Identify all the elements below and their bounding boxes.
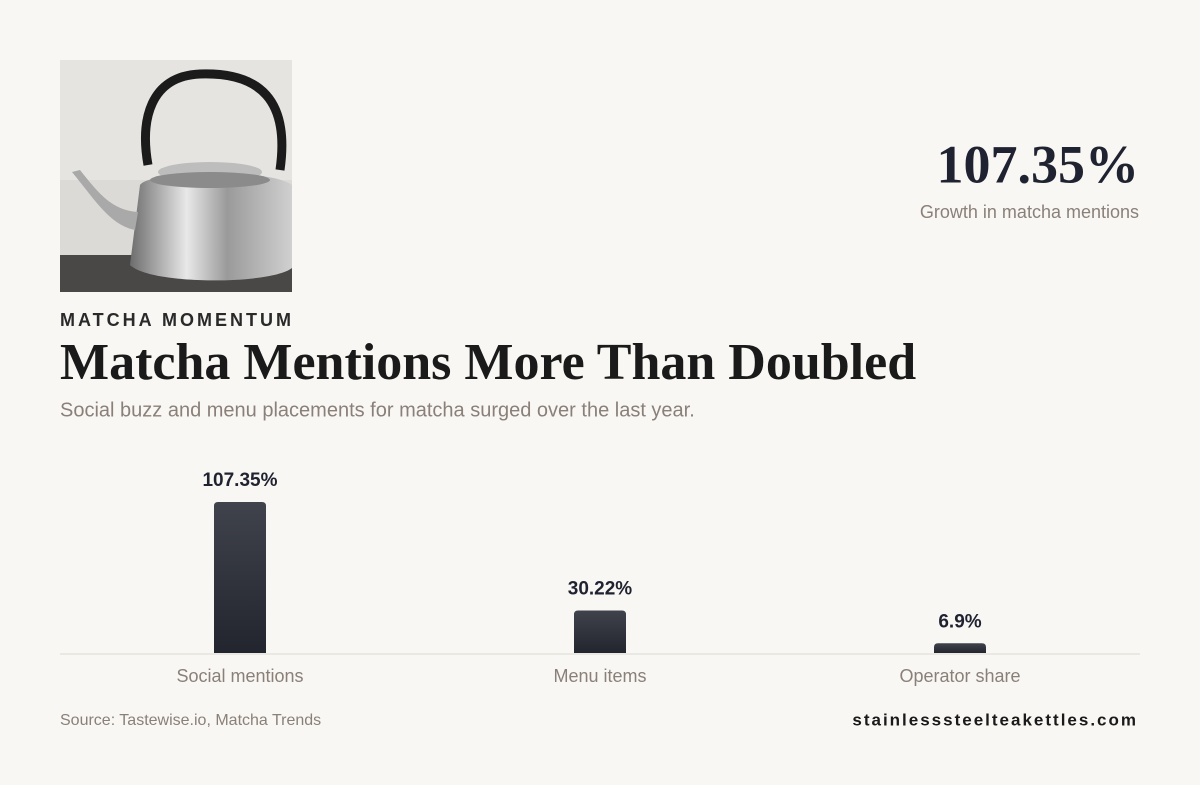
value-label: 6.9% — [938, 611, 981, 632]
subtitle: Social buzz and menu placements for matc… — [60, 399, 695, 421]
chart-title: Matcha Mentions More Than Doubled — [60, 334, 916, 391]
kicker: MATCHA MOMENTUM — [60, 310, 294, 330]
bar — [214, 502, 266, 653]
kettle-photo — [60, 60, 292, 292]
category-label: Social mentions — [176, 666, 303, 686]
bar — [574, 610, 626, 653]
category-label: Operator share — [899, 666, 1020, 686]
source: Source: Tastewise.io, Matcha Trends — [60, 712, 321, 729]
category-label: Menu items — [553, 666, 646, 686]
bar — [934, 643, 986, 653]
value-label: 30.22% — [568, 579, 633, 600]
headline-stat: 107.35% — [937, 134, 1140, 194]
headline-stat-label: Growth in matcha mentions — [920, 202, 1139, 222]
value-label: 107.35% — [202, 470, 277, 491]
site: stainlesssteelteakettles.com — [852, 710, 1138, 729]
